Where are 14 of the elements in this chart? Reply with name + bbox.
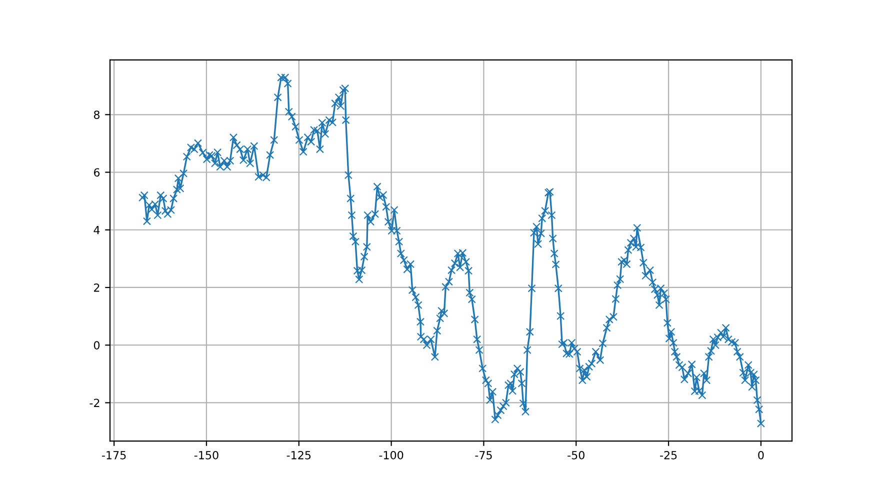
x-tick-label: -50 <box>568 450 584 460</box>
y-tick-label: 0 <box>94 341 100 350</box>
y-tick-label: -2 <box>90 398 100 407</box>
y-tick-label: 6 <box>94 168 100 177</box>
x-tick-label: -150 <box>194 450 218 460</box>
x-tick-label: -75 <box>475 451 492 460</box>
x-tick-label: -175 <box>102 451 126 460</box>
x-tick-label: 0 <box>758 450 764 460</box>
y-tick-label: 2 <box>94 283 100 292</box>
y-tick-label: 8 <box>94 110 100 120</box>
x-tick-label: -25 <box>660 450 677 460</box>
x-tick-label: -125 <box>286 450 311 460</box>
x-tick-label: -100 <box>379 450 404 460</box>
y-tick-label: 4 <box>94 226 100 234</box>
